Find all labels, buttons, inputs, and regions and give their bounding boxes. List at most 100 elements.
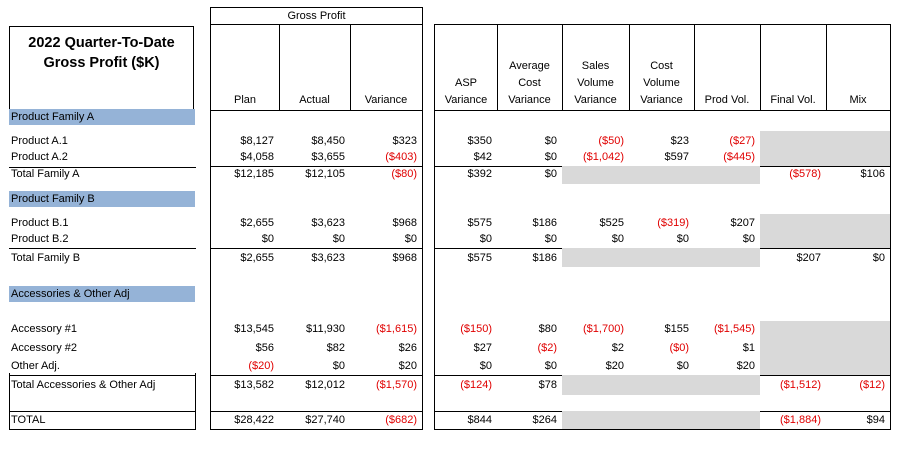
row-label: Other Adj. (11, 360, 60, 372)
table-cell: $94 (866, 414, 885, 426)
grid-line-h (210, 166, 423, 167)
table-cell: $0 (332, 233, 345, 245)
shaded-cell (760, 214, 890, 248)
table-cell: $3,623 (311, 252, 345, 264)
table-cell: $844 (467, 414, 492, 426)
table-cell: $23 (670, 135, 689, 147)
table-cell: $0 (544, 135, 557, 147)
table-cell: $968 (392, 217, 417, 229)
table-cell: $0 (332, 360, 345, 372)
table-cell: $968 (392, 252, 417, 264)
grid-line-h (9, 429, 196, 430)
table-cell: $13,582 (234, 379, 274, 391)
column-header-salesvol: Volume (577, 77, 614, 89)
table-cell: $20 (398, 360, 417, 372)
column-header-avgcost: Variance (508, 94, 551, 106)
shaded-cell (760, 321, 890, 375)
table-cell: $0 (742, 233, 755, 245)
grid-line-v (629, 24, 630, 111)
table-cell: ($403) (385, 151, 417, 163)
row-label: Product A.2 (11, 151, 68, 163)
table-cell: $0 (479, 360, 492, 372)
table-cell: $0 (676, 360, 689, 372)
table-cell: $207 (796, 252, 821, 264)
table-cell: $27 (473, 342, 492, 354)
row-label: Product B.1 (11, 217, 69, 229)
grid-line-v (890, 24, 891, 430)
column-header-mix: Mix (849, 94, 867, 106)
row-label: Product A.1 (11, 135, 68, 147)
table-cell: $264 (532, 414, 557, 426)
grid-line-h (210, 110, 423, 111)
table-cell: $20 (736, 360, 755, 372)
column-header-actual: Actual (299, 94, 330, 106)
shaded-cell (562, 248, 760, 267)
table-cell: $0 (676, 233, 689, 245)
column-header-costvol: Volume (643, 77, 680, 89)
grid-line-h (210, 429, 423, 430)
table-cell: ($150) (460, 323, 492, 335)
table-cell: ($1,700) (583, 323, 624, 335)
shaded-cell (760, 131, 890, 166)
column-header-costvol: Cost (650, 60, 673, 72)
column-header-finalvol: Final Vol. (770, 94, 816, 106)
table-cell: $0 (479, 233, 492, 245)
table-cell: $20 (605, 360, 624, 372)
table-cell: $8,450 (311, 135, 345, 147)
table-cell: $323 (392, 135, 417, 147)
grid-line-v (279, 24, 280, 111)
section-header: Product Family A (9, 109, 195, 125)
grid-line-h (9, 248, 196, 249)
grid-line-h (434, 110, 891, 111)
column-header-salesvol: Variance (574, 94, 617, 106)
grid-line-v (826, 24, 827, 111)
row-label: Accessory #1 (11, 323, 78, 335)
row-label: Accessory #2 (11, 342, 78, 354)
table-cell: $350 (467, 135, 492, 147)
shaded-cell (562, 375, 760, 395)
row-label: Total Family A (11, 168, 80, 180)
table-cell: ($1,042) (583, 151, 624, 163)
grid-line-h (210, 7, 423, 8)
grid-line-h (210, 248, 423, 249)
table-cell: $0 (544, 233, 557, 245)
grid-line-v (694, 24, 695, 111)
grid-line-h (9, 411, 196, 412)
grid-line-h (210, 24, 423, 25)
table-cell: $2,655 (240, 217, 274, 229)
table-cell: ($27) (729, 135, 755, 147)
column-header-salesvol: Sales (581, 60, 610, 72)
gross-profit-group-header: Gross Profit (287, 10, 346, 22)
table-cell: $525 (599, 217, 624, 229)
grand-total-label: TOTAL (11, 414, 46, 426)
grid-line-h (9, 375, 196, 376)
table-cell: ($80) (391, 168, 417, 180)
table-cell: ($1,615) (376, 323, 417, 335)
column-header-asp: Variance (444, 94, 488, 106)
table-cell: $392 (467, 168, 492, 180)
table-cell: $155 (664, 323, 689, 335)
grid-line-v (562, 24, 563, 111)
grid-line-h (210, 411, 423, 412)
grid-line-v (210, 7, 211, 430)
table-cell: ($12) (859, 379, 885, 391)
table-cell: ($2) (537, 342, 557, 354)
table-cell: $0 (544, 151, 557, 163)
table-cell: $26 (398, 342, 417, 354)
grid-line-v (422, 7, 423, 430)
grid-line-h (434, 24, 891, 25)
row-label: Total Accessories & Other Adj (11, 379, 156, 391)
grid-line-h (434, 429, 891, 430)
report-title-line2: Gross Profit ($K) (43, 55, 160, 71)
table-cell: $575 (467, 252, 492, 264)
shaded-cell (562, 166, 760, 184)
grid-line-h (210, 375, 423, 376)
table-cell: $12,185 (234, 168, 274, 180)
table-cell: ($445) (723, 151, 755, 163)
table-cell: $12,012 (305, 379, 345, 391)
column-header-avgcost: Cost (518, 77, 541, 89)
table-cell: ($1,545) (714, 323, 755, 335)
table-cell: ($319) (657, 217, 689, 229)
grid-line-v (760, 24, 761, 111)
table-cell: $2,655 (240, 252, 274, 264)
